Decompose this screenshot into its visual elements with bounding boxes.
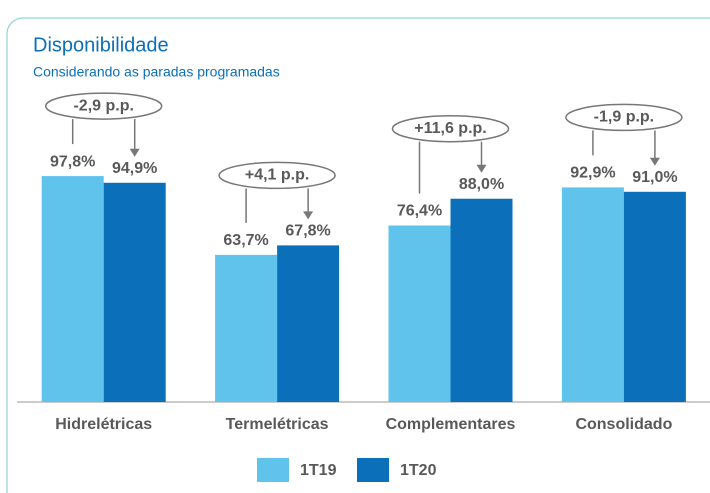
arrow-head bbox=[129, 148, 140, 157]
bar bbox=[277, 245, 340, 402]
value-label: 67,8% bbox=[285, 223, 330, 240]
value-label: 94,9% bbox=[112, 160, 157, 177]
arrow-head bbox=[649, 157, 660, 166]
annotation-bubble bbox=[565, 103, 683, 132]
chart-title: Disponibilidade bbox=[33, 34, 169, 56]
bar bbox=[561, 187, 624, 402]
x-tick-label: Hidrelétricas bbox=[55, 416, 152, 433]
legend-label: 1T20 bbox=[400, 462, 437, 479]
value-label: 91,0% bbox=[632, 169, 677, 186]
x-tick-label: Complementares bbox=[386, 416, 516, 433]
annotation: +11,6 p.p. bbox=[414, 120, 486, 137]
annotation: -1,9 p.p. bbox=[594, 109, 654, 126]
x-tick-label: Consolidado bbox=[575, 416, 672, 433]
legend-swatch bbox=[357, 458, 389, 482]
value-label: 88,0% bbox=[459, 176, 504, 193]
arrow-head bbox=[476, 164, 487, 173]
bar bbox=[103, 182, 166, 402]
x-tick-label: Termelétricas bbox=[226, 416, 329, 433]
value-label: 97,8% bbox=[50, 153, 95, 170]
frame bbox=[6, 17, 710, 493]
legend-label: 1T19 bbox=[300, 462, 337, 479]
bar bbox=[623, 191, 686, 402]
arrow-head bbox=[303, 211, 314, 220]
bar bbox=[41, 176, 104, 402]
value-label: 63,7% bbox=[223, 232, 268, 249]
value-label: 76,4% bbox=[397, 203, 442, 220]
annotation-bubble bbox=[218, 161, 336, 190]
annotation-bubble bbox=[391, 114, 510, 143]
bar bbox=[215, 254, 278, 402]
legend-swatch bbox=[257, 458, 289, 482]
bar bbox=[450, 198, 513, 402]
value-label: 92,9% bbox=[570, 165, 615, 182]
annotation-bubble bbox=[44, 92, 163, 120]
annotation: +4,1 p.p. bbox=[245, 167, 309, 184]
annotation: -2,9 p.p. bbox=[73, 97, 133, 114]
bar bbox=[388, 225, 451, 402]
chart-subtitle: Considerando as paradas programadas bbox=[33, 64, 280, 80]
